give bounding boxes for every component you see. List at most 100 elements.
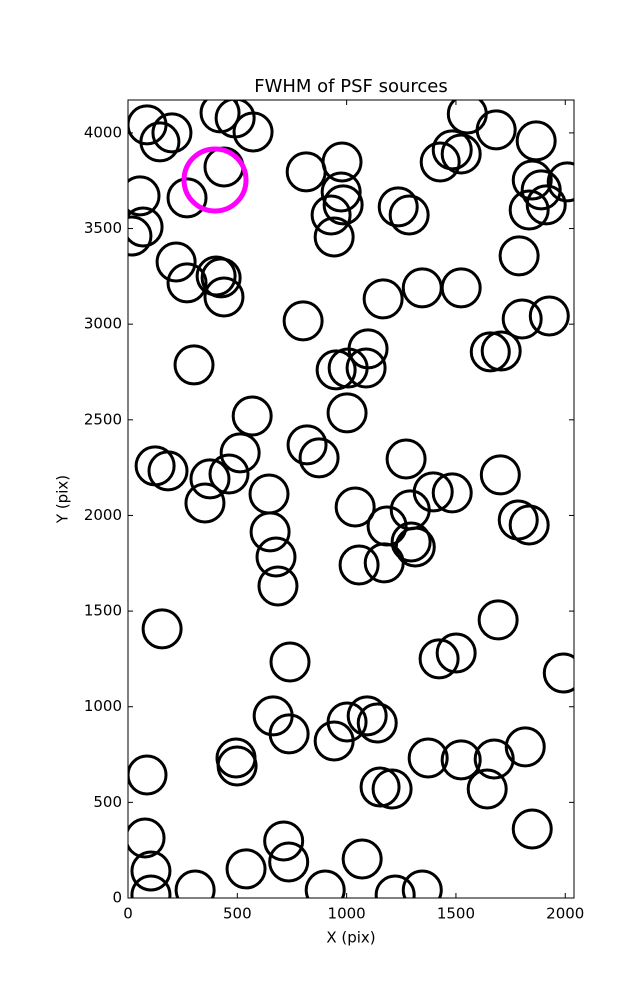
- source-circle: [419, 141, 461, 183]
- source-circle: [268, 713, 310, 755]
- y-tick-label: 4000: [84, 123, 122, 141]
- source-circle: [480, 330, 522, 372]
- source-circle: [511, 808, 553, 850]
- source-circle: [166, 262, 208, 304]
- axes-frame: [127, 99, 575, 899]
- source-circle: [166, 177, 208, 219]
- source-circle: [347, 328, 389, 370]
- source-circle: [418, 638, 460, 680]
- source-circle: [310, 194, 352, 236]
- source-circle: [255, 536, 297, 578]
- source-circle: [173, 344, 215, 386]
- source-circle: [356, 702, 398, 744]
- source-circle: [225, 848, 267, 890]
- source-circle: [304, 869, 346, 898]
- source-circle: [269, 641, 311, 683]
- source-circle: [508, 504, 550, 546]
- source-circle: [394, 526, 436, 568]
- source-circle: [326, 392, 368, 434]
- source-circle: [508, 189, 550, 231]
- source-circle: [446, 100, 488, 135]
- source-circle: [321, 141, 363, 183]
- source-circle: [130, 850, 172, 892]
- source-circle: [440, 267, 482, 309]
- source-circle: [334, 486, 376, 528]
- source-circle: [412, 471, 454, 513]
- y-tick-label: 3500: [84, 219, 122, 237]
- source-circle: [401, 869, 443, 898]
- source-circle: [515, 120, 557, 162]
- source-circle: [232, 111, 274, 153]
- source-circle: [431, 129, 473, 171]
- source-circle: [130, 874, 172, 898]
- source-circle: [501, 298, 543, 340]
- source-circle: [346, 695, 388, 737]
- source-circle: [128, 754, 168, 796]
- x-tick-label: 500: [223, 905, 252, 923]
- y-tick-label: 1000: [84, 697, 122, 715]
- source-circle: [128, 175, 161, 217]
- source-circle: [128, 817, 166, 859]
- source-circle: [475, 109, 517, 151]
- y-tick-label: 500: [93, 793, 122, 811]
- source-circle: [504, 726, 546, 768]
- source-circle: [203, 276, 245, 318]
- source-circle: [200, 257, 242, 299]
- y-tick-label: 0: [112, 889, 122, 907]
- source-circle: [546, 161, 574, 203]
- source-circle: [174, 869, 216, 898]
- source-circle: [374, 874, 416, 898]
- source-circle: [151, 112, 193, 154]
- source-circle: [128, 104, 168, 146]
- y-tick-label: 2000: [84, 506, 122, 524]
- source-circle: [498, 235, 540, 277]
- source-circle: [298, 437, 340, 479]
- source-circle: [141, 608, 183, 650]
- source-circle: [139, 121, 181, 163]
- source-circle: [128, 215, 153, 257]
- x-tick-label: 0: [123, 905, 133, 923]
- source-circle: [313, 216, 355, 258]
- x-axis-label: X (pix): [326, 929, 375, 947]
- source-circle: [466, 768, 508, 810]
- source-circle: [282, 300, 324, 342]
- source-circle: [203, 146, 245, 188]
- source-circle: [431, 472, 473, 514]
- source-circle: [525, 184, 567, 226]
- source-circle: [320, 171, 362, 213]
- x-tick-label: 1500: [437, 905, 475, 923]
- chart-title: FWHM of PSF sources: [254, 76, 448, 97]
- y-tick-label: 1500: [84, 602, 122, 620]
- source-circle: [184, 482, 226, 524]
- source-circle: [440, 133, 482, 175]
- source-circle: [473, 738, 515, 780]
- source-circle: [435, 632, 477, 674]
- source-circle: [215, 737, 257, 779]
- source-circle: [338, 544, 380, 586]
- source-circle: [469, 331, 511, 373]
- source-circle: [231, 395, 273, 437]
- source-circle: [189, 458, 231, 500]
- source-circle: [401, 267, 443, 309]
- source-circle: [377, 186, 419, 228]
- source-circle: [407, 737, 449, 779]
- source-circle: [479, 454, 521, 496]
- source-circle: [388, 194, 430, 236]
- source-circle: [390, 521, 432, 563]
- source-circle: [216, 745, 258, 787]
- source-circle: [341, 838, 383, 880]
- source-circle: [542, 652, 574, 694]
- source-circle: [285, 151, 327, 193]
- plot-area: [128, 100, 574, 898]
- source-circle: [257, 565, 299, 607]
- source-circle: [440, 739, 482, 781]
- source-circle: [249, 511, 291, 553]
- source-circle: [511, 159, 553, 201]
- source-circle: [528, 295, 570, 337]
- source-circle: [248, 473, 290, 515]
- y-tick-label: 3000: [84, 315, 122, 333]
- highlight-circle: [181, 146, 249, 214]
- source-circle: [147, 450, 189, 492]
- source-circle: [128, 206, 164, 248]
